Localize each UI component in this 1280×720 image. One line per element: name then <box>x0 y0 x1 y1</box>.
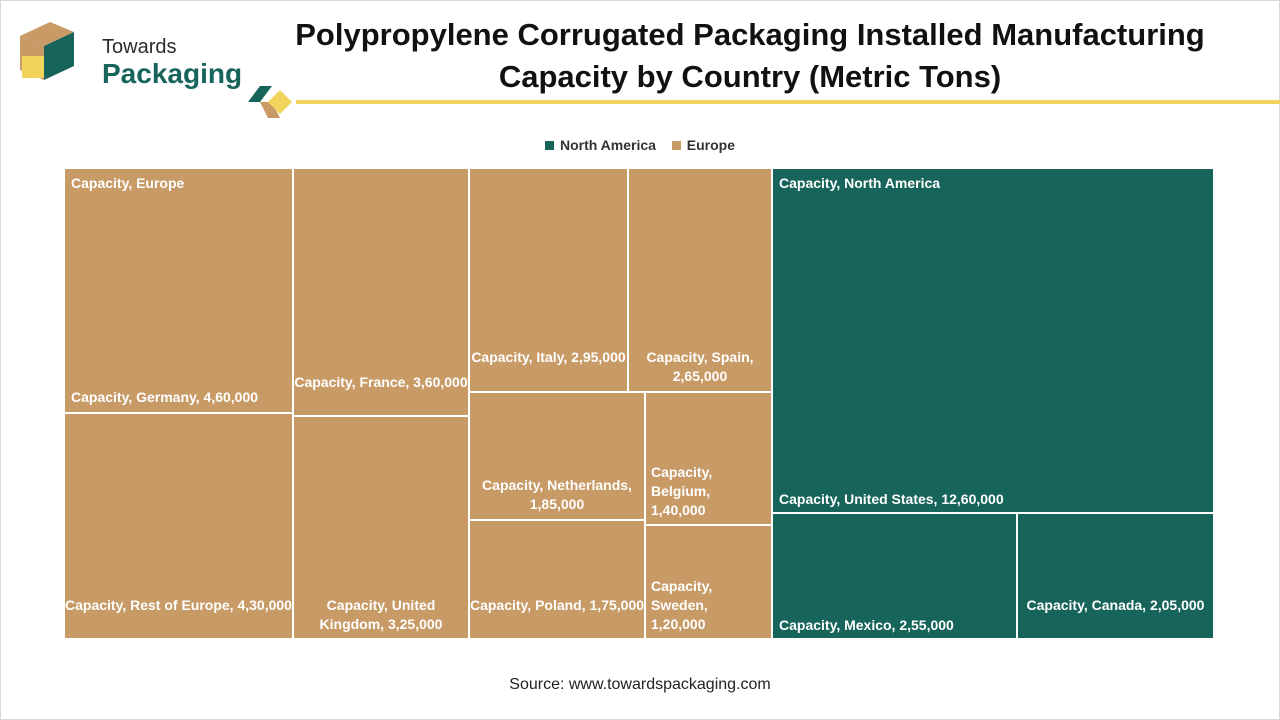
legend-item-europe: Europe <box>671 137 736 153</box>
logo-text-packaging: Packaging <box>102 58 243 89</box>
treemap-cell-italy <box>469 168 628 392</box>
treemap-cell-mexico <box>772 513 1017 639</box>
chart-legend: North America Europe <box>0 137 1280 153</box>
treemap-cell-poland <box>469 520 645 639</box>
treemap-cell-rest-of-europe <box>64 413 293 639</box>
treemap-cell-belgium <box>645 392 772 525</box>
treemap-cell-sweden <box>645 525 772 639</box>
treemap-cell-spain <box>628 168 772 392</box>
chart-title: Polypropylene Corrugated Packaging Insta… <box>295 17 1205 94</box>
title-underline-decoration <box>248 86 1280 118</box>
treemap-cell-united-states <box>772 168 1214 513</box>
legend-label-europe: Europe <box>686 137 736 153</box>
treemap-cell-germany <box>64 168 293 413</box>
source-note: Source: www.towardspackaging.com <box>509 676 771 693</box>
treemap-cell-netherlands <box>469 392 645 520</box>
towards-packaging-logo: Towards Packaging <box>16 16 246 89</box>
legend-label-north-america: North America <box>559 137 656 153</box>
legend-item-north-america: North America <box>544 137 656 153</box>
treemap-cell-canada <box>1017 513 1214 639</box>
treemap-cell-united-kingdom <box>293 416 469 639</box>
box-logo-icon <box>20 22 74 80</box>
legend-swatch-europe <box>671 140 681 150</box>
legend-swatch-north-america <box>544 140 554 150</box>
treemap-cell-france <box>293 168 469 416</box>
logo-text-towards: Towards <box>102 36 177 58</box>
